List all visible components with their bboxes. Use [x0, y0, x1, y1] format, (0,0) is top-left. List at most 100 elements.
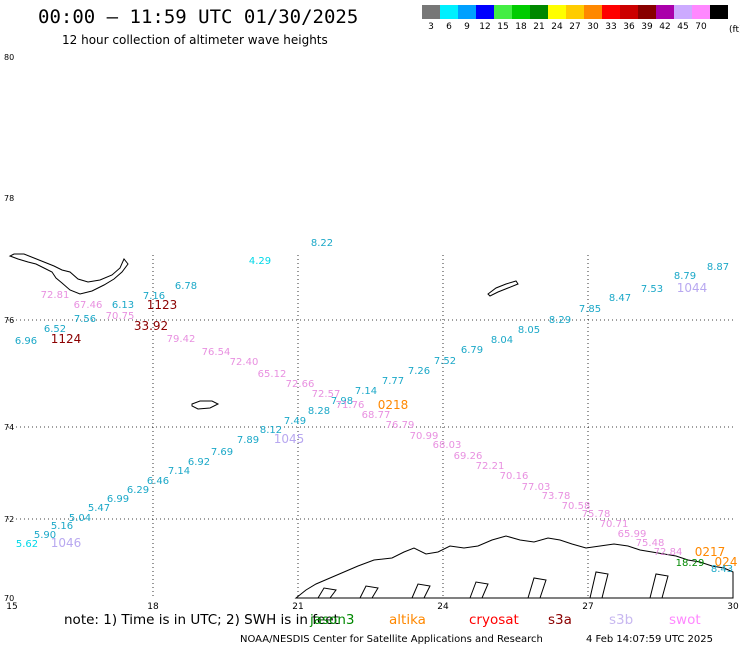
lat-label: 76 — [4, 316, 14, 325]
satellite-label-altika: altika — [389, 612, 426, 628]
wave-height-label: 8.05 — [518, 325, 540, 336]
wave-height-label: 8.29 — [549, 315, 571, 326]
wave-height-label: 70.99 — [410, 431, 439, 442]
wave-height-label: 5.16 — [51, 521, 73, 532]
legend-color — [602, 5, 620, 19]
wave-height-label: 5.04 — [69, 513, 91, 524]
wave-height-label: 6.78 — [175, 281, 197, 292]
wave-height-label: 5.47 — [88, 503, 110, 514]
wave-height-label: 8.04 — [491, 335, 513, 346]
page-title: 00:00 – 11:59 UTC 01/30/2025 — [38, 6, 359, 28]
legend-swatch: 6 — [440, 5, 458, 35]
lat-label: 74 — [4, 423, 14, 432]
wave-height-label: 8.47 — [609, 293, 631, 304]
lat-label: 72 — [4, 515, 14, 524]
svalbard-coast — [8, 253, 129, 295]
legend-label: 12 — [479, 22, 491, 32]
legend-swatch: 18 — [512, 5, 530, 35]
legend-swatch: 33 — [602, 5, 620, 35]
wave-height-label: 7.69 — [211, 447, 233, 458]
wave-labels: 8.22 8.87 8.79 7.53 8.47 7.85 8.29 8.05 8.04 6.79… — [15, 238, 738, 575]
wave-height-label: 8.43 — [711, 564, 733, 575]
legend-label: 15 — [497, 22, 509, 32]
axis-labels: 15 18 21 24 27 30 80 78 76 74 72 70 — [4, 53, 739, 612]
coastline — [8, 253, 734, 599]
legend-swatch: 30 — [584, 5, 602, 35]
wave-height-label: 76.54 — [202, 347, 231, 358]
wave-height-label: 71.76 — [336, 400, 365, 411]
wave-height-label: 8.22 — [311, 238, 333, 249]
wave-height-label: 65.99 — [618, 529, 647, 540]
wave-height-label: 1124 — [51, 332, 82, 346]
lon-label: 27 — [582, 602, 593, 612]
wave-height-label: 68.03 — [433, 440, 462, 451]
wave-height-label: 7.16 — [143, 291, 165, 302]
legend-color — [530, 5, 548, 19]
legend-label: 21 — [533, 22, 545, 32]
wave-height-label: 65.12 — [258, 369, 287, 380]
legend-label: 18 — [515, 22, 527, 32]
wave-height-label: 7.49 — [284, 416, 306, 427]
wave-height-label: 70.58 — [562, 501, 591, 512]
legend-label: 27 — [569, 22, 581, 32]
legend-color — [584, 5, 602, 19]
wave-height-label: 7.77 — [382, 376, 404, 387]
wave-height-label: 72.21 — [476, 461, 505, 472]
legend-swatch: 36 — [620, 5, 638, 35]
wave-height-label: 67.46 — [74, 300, 103, 311]
wave-height-label: 75.48 — [636, 538, 665, 549]
wave-height-label: 72.84 — [654, 547, 683, 558]
legend-color — [692, 5, 710, 19]
legend-color — [440, 5, 458, 19]
satellite-label-swot: swot — [669, 612, 701, 628]
wave-height-label: 6.29 — [127, 485, 149, 496]
wave-height-label: 7.14 — [355, 386, 377, 397]
wave-height-label: 72.66 — [286, 379, 315, 390]
legend-swatch: 12 — [476, 5, 494, 35]
legend-label: 3 — [428, 22, 434, 32]
legend-swatch: 70 — [692, 5, 710, 35]
wave-height-label: 5.62 — [16, 539, 38, 550]
wave-height-label: 1045 — [274, 432, 305, 446]
wave-height-label: 024 — [715, 555, 738, 569]
legend-swatch: 39 — [638, 5, 656, 35]
legend-swatch: 42 — [656, 5, 674, 35]
legend-unit: (ft) — [729, 25, 740, 35]
legend-color — [656, 5, 674, 19]
legend-color — [458, 5, 476, 19]
wave-height-label: 6.79 — [461, 345, 483, 356]
wave-height-label: 7.53 — [641, 284, 663, 295]
satellite-label-s3a: s3a — [548, 612, 572, 628]
lat-label: 80 — [4, 53, 14, 62]
wave-height-label: 6.99 — [107, 494, 129, 505]
wave-height-label: 0218 — [378, 398, 409, 412]
lon-label: 21 — [292, 602, 303, 612]
legend-label: 9 — [464, 22, 470, 32]
wave-height-label: 1046 — [51, 536, 82, 550]
lon-label: 24 — [437, 602, 449, 612]
legend-color — [494, 5, 512, 19]
wave-height-label: 72.57 — [312, 389, 341, 400]
wave-height-label: 72.81 — [41, 290, 70, 301]
legend-label: 70 — [695, 22, 707, 32]
lat-label: 78 — [4, 194, 14, 203]
wave-height-label: 69.26 — [454, 451, 483, 462]
wave-height-label: 68.77 — [362, 410, 391, 421]
wave-height-label: 77.03 — [522, 482, 551, 493]
legend-label: 30 — [587, 22, 599, 32]
legend-swatch: 15 — [494, 5, 512, 35]
legend-swatch: 3 — [422, 5, 440, 35]
wave-height-label: 0217 — [695, 545, 726, 559]
wave-height-label: 8.79 — [674, 271, 696, 282]
legend-label: 6 — [446, 22, 452, 32]
lon-label: 15 — [6, 602, 17, 612]
lat-label: 70 — [4, 594, 14, 603]
legend-label: 33 — [605, 22, 617, 32]
page-subtitle: 12 hour collection of altimeter wave hei… — [62, 33, 328, 47]
satellite-label-cryosat: cryosat — [469, 612, 519, 628]
wave-height-label: 70.71 — [600, 519, 629, 530]
legend-label: 45 — [677, 22, 689, 32]
lon-label: 18 — [147, 602, 159, 612]
legend-color — [710, 5, 728, 19]
